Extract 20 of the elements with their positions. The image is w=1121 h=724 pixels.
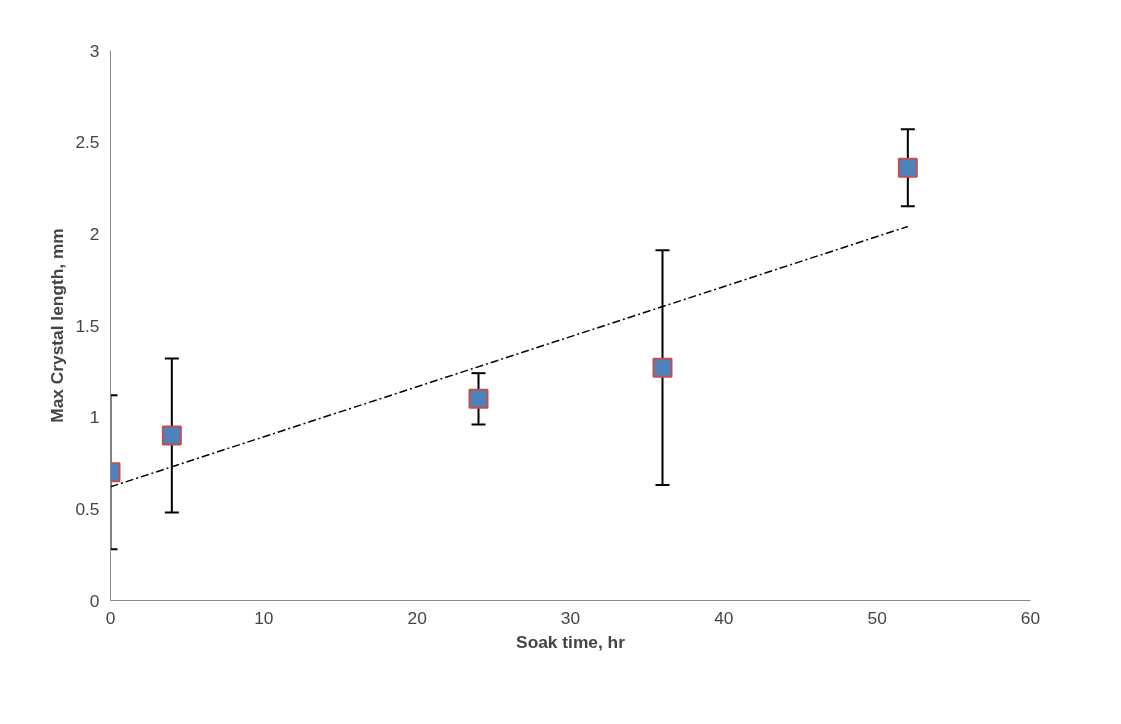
y-tick-label: 3 bbox=[89, 40, 100, 61]
x-tick-label: 30 bbox=[560, 607, 581, 628]
x-tick-label: 10 bbox=[254, 607, 274, 628]
x-tick-label: 0 bbox=[105, 607, 116, 628]
point bbox=[468, 388, 489, 409]
y-tick-label: 1 bbox=[89, 407, 100, 428]
y-tick-label: 2 bbox=[89, 223, 100, 244]
y-tick-label: 2.5 bbox=[75, 132, 100, 153]
x-tick-label: 40 bbox=[714, 607, 734, 628]
y-tick-label: 1.5 bbox=[75, 315, 100, 336]
y-tick-label: 0.5 bbox=[75, 498, 100, 519]
x-tick-label: 20 bbox=[407, 607, 427, 628]
x-tick-label: 50 bbox=[867, 607, 887, 628]
y-tick-label: 0 bbox=[89, 590, 100, 611]
point bbox=[161, 425, 182, 446]
x-tick-label: 60 bbox=[1020, 607, 1041, 628]
point bbox=[897, 157, 918, 178]
point bbox=[652, 357, 673, 378]
x-axis-title: Soak time, hr bbox=[516, 631, 626, 652]
y-axis-title: Max Crystal length, mm bbox=[47, 228, 68, 423]
